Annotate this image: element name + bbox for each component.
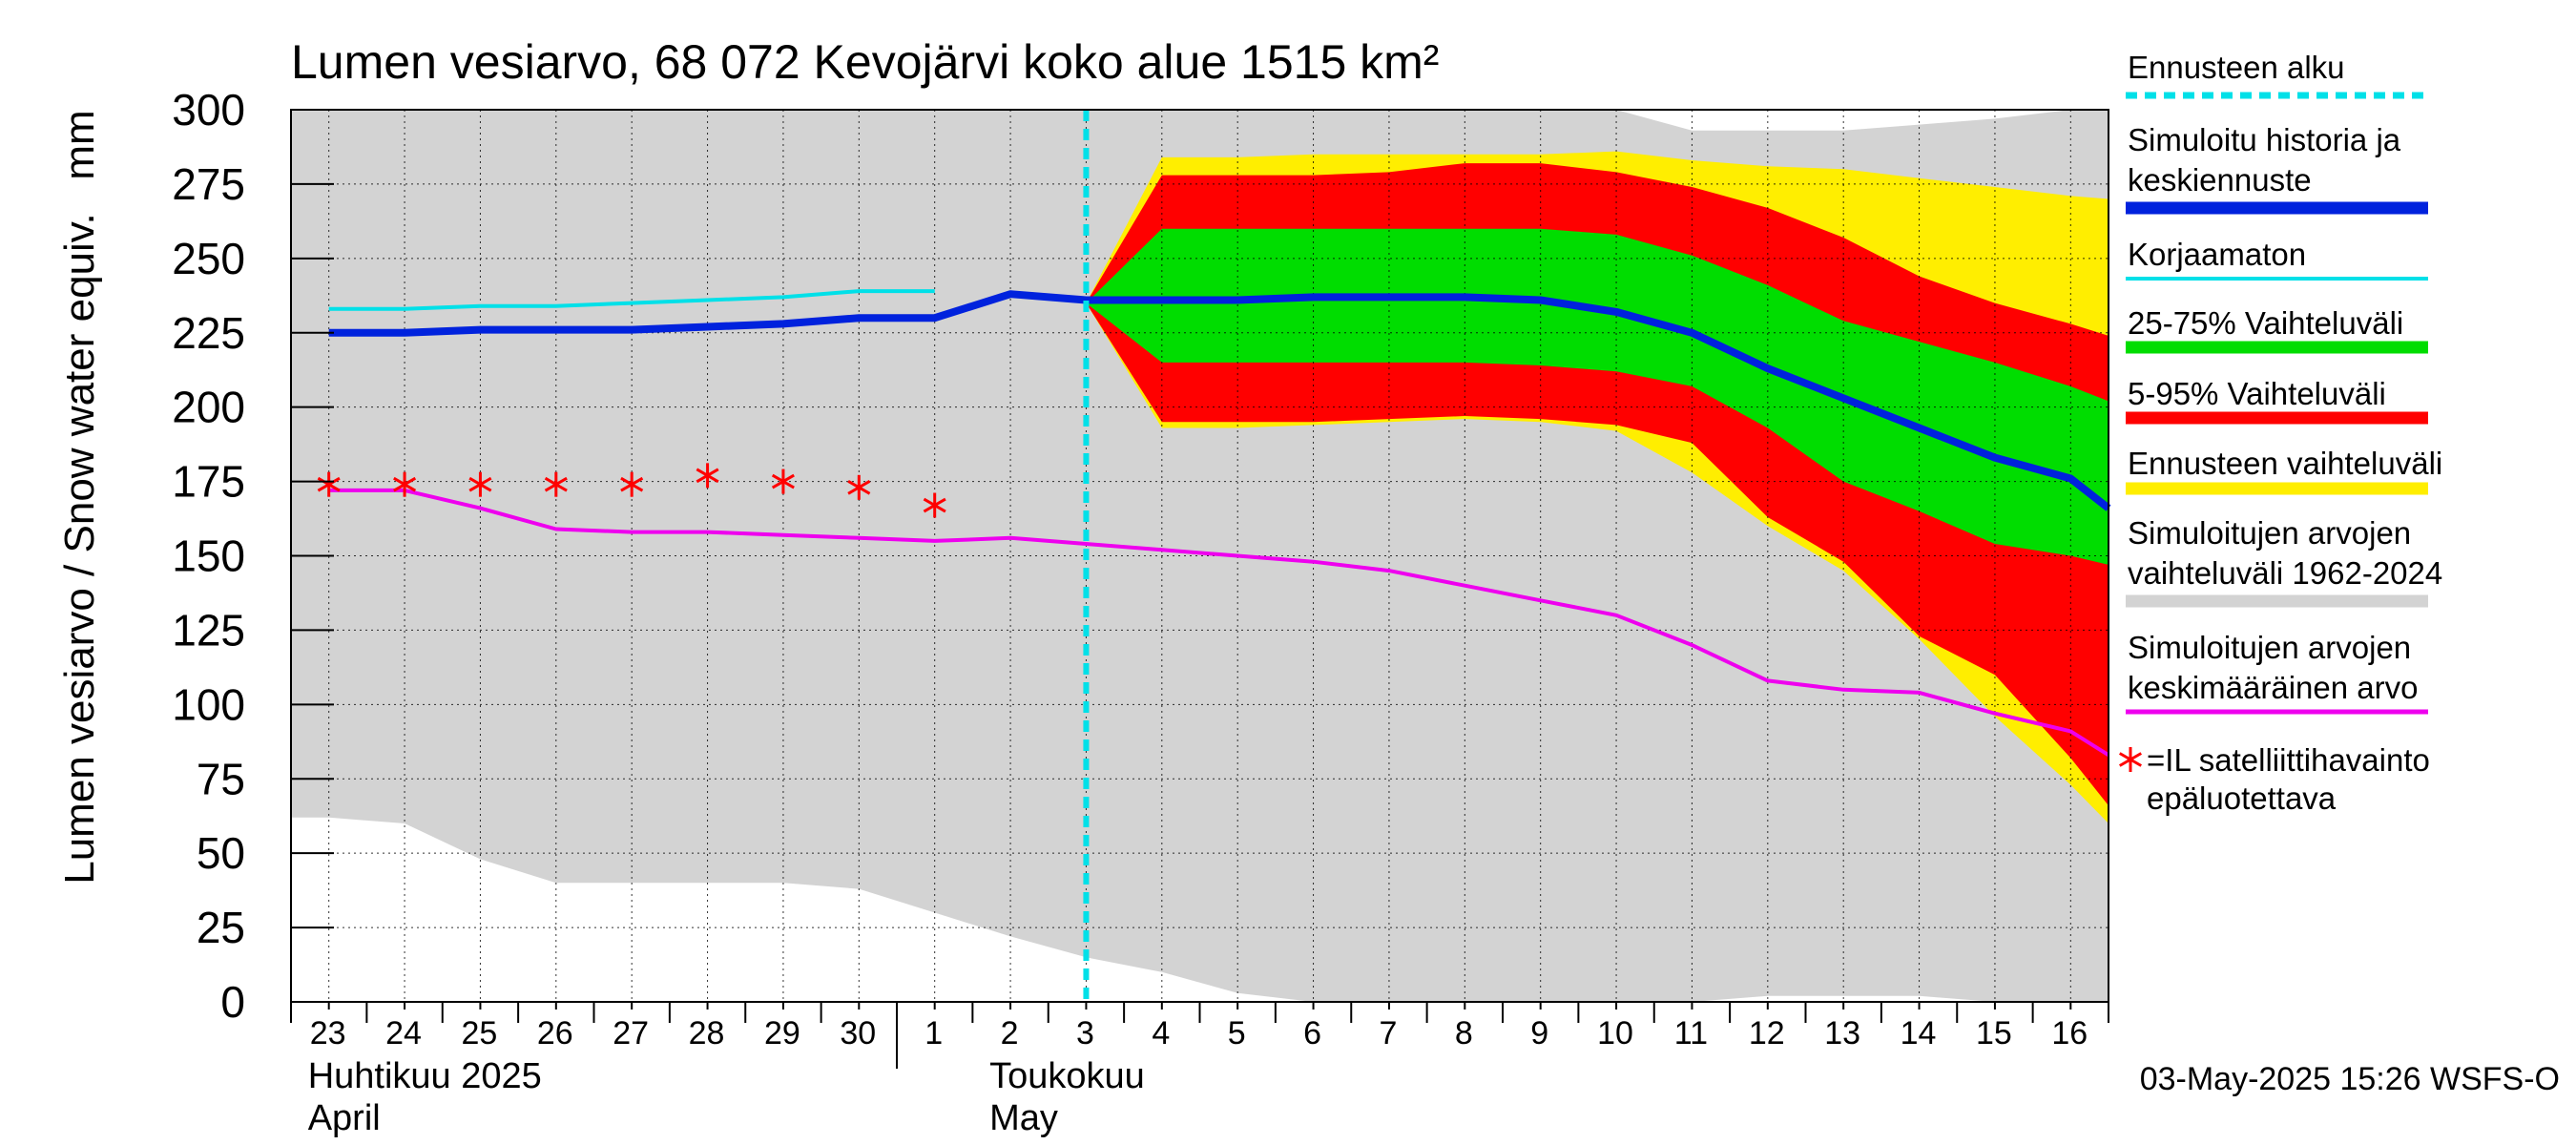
legend-label: 25-75% Vaihteluväli bbox=[2128, 305, 2403, 341]
x-tick-label: 5 bbox=[1228, 1015, 1246, 1051]
x-tick-label: 13 bbox=[1824, 1015, 1860, 1051]
y-tick-label: 25 bbox=[197, 903, 245, 952]
y-axis: 0 25 50 75 100 125 150 175 200 225 250 275 300 bbox=[172, 85, 334, 1027]
month-label: Huhtikuu 2025 bbox=[308, 1056, 542, 1096]
legend-label: Ennusteen vaihteluväli bbox=[2128, 446, 2442, 481]
line-simuloitujen-arvojen-keskim-r-inen-arvo bbox=[328, 488, 2110, 757]
star-marker bbox=[620, 471, 644, 497]
y-tick-label: 250 bbox=[172, 234, 245, 283]
x-tick-label: 8 bbox=[1455, 1015, 1473, 1051]
star-stroke bbox=[696, 468, 719, 484]
legend-label: Simuloitu historia ja bbox=[2128, 122, 2401, 157]
star-stroke bbox=[544, 476, 568, 492]
x-tick-label: 4 bbox=[1152, 1015, 1170, 1051]
legend-label: Simuloitujen arvojen bbox=[2128, 630, 2411, 665]
month-label: April bbox=[308, 1098, 381, 1138]
line-simuloitu-historia-ja-keskiennuste bbox=[328, 290, 2111, 511]
legend-label: 5-95% Vaihteluväli bbox=[2128, 376, 2386, 411]
legend-item-5-95-vaihteluv-li: 5-95% Vaihteluväli bbox=[2126, 376, 2428, 425]
legend-item-simuloitujen-arvojen-vaihteluv-li-1962-2024: Simuloitujen arvojen vaihteluväli 1962-20… bbox=[2126, 515, 2442, 608]
x-tick-label: 15 bbox=[1976, 1015, 2012, 1051]
x-tick-label: 11 bbox=[1674, 1015, 1708, 1051]
y-tick-label: 175 bbox=[172, 457, 245, 507]
legend-label: vaihteluväli 1962-2024 bbox=[2128, 555, 2442, 591]
y-tick-label: 0 bbox=[220, 977, 245, 1027]
legend-item-simuloitu-historia-ja-keskiennuste: Simuloitu historia ja keskiennuste bbox=[2126, 122, 2428, 215]
x-tick-label: 6 bbox=[1303, 1015, 1321, 1051]
star-stroke bbox=[847, 480, 871, 495]
legend-item-korjaamaton: Korjaamaton bbox=[2126, 237, 2428, 281]
y-axis-unit: mm bbox=[56, 110, 103, 179]
legend-item-simuloitujen-arvojen-keskim-r-inen-arvo: Simuloitujen arvojen keskimääräinen arvo bbox=[2126, 630, 2428, 715]
line-korjaamaton bbox=[328, 289, 935, 311]
y-axis-label: Lumen vesiarvo / Snow water equiv. bbox=[56, 213, 103, 885]
star-stroke bbox=[468, 476, 492, 492]
x-tick-label: 23 bbox=[310, 1015, 346, 1051]
star-marker bbox=[393, 471, 417, 497]
legend-label: keskimääräinen arvo bbox=[2128, 670, 2418, 705]
x-tick-label: 14 bbox=[1901, 1015, 1937, 1051]
star-stroke bbox=[923, 497, 946, 513]
star-marker bbox=[696, 463, 719, 489]
legend-label: =IL satelliittihavainto bbox=[2147, 742, 2430, 778]
y-tick-label: 75 bbox=[197, 754, 245, 803]
month-label: Toukokuu bbox=[989, 1056, 1145, 1096]
star-marker bbox=[317, 471, 341, 497]
x-tick-label: 3 bbox=[1076, 1015, 1094, 1051]
x-tick-label: 30 bbox=[840, 1015, 876, 1051]
legend-item-ennusteen-alku: Ennusteen alku bbox=[2126, 50, 2428, 99]
legend-label: keskiennuste bbox=[2128, 162, 2312, 198]
y-tick-label: 100 bbox=[172, 679, 245, 729]
x-tick-label: 1 bbox=[924, 1015, 943, 1051]
y-tick-label: 125 bbox=[172, 605, 245, 655]
month-label: May bbox=[989, 1098, 1058, 1138]
line-layer bbox=[328, 110, 2111, 1002]
legend-item-ennusteen-vaihteluv-li: Ennusteen vaihteluväli bbox=[2126, 446, 2442, 495]
x-tick-label: 25 bbox=[462, 1015, 498, 1051]
band-layer bbox=[291, 110, 2109, 1002]
star-stroke bbox=[317, 476, 341, 492]
legend-label: Korjaamaton bbox=[2128, 237, 2306, 272]
chart-title: Lumen vesiarvo, 68 072 Kevojärvi koko al… bbox=[291, 35, 1439, 89]
star-stroke bbox=[620, 476, 644, 492]
x-tick-label: 24 bbox=[385, 1015, 422, 1051]
star-marker bbox=[771, 468, 795, 494]
timestamp: 03-May-2025 15:26 WSFS-O bbox=[2140, 1061, 2560, 1097]
x-tick-label: 16 bbox=[2051, 1015, 2088, 1051]
legend-label: Ennusteen alku bbox=[2128, 50, 2345, 85]
x-tick-label: 27 bbox=[613, 1015, 649, 1051]
star-marker bbox=[847, 474, 871, 500]
legend-star-stroke bbox=[2118, 752, 2143, 767]
legend-label: epäluotettava bbox=[2147, 781, 2337, 816]
y-tick-label: 300 bbox=[172, 85, 245, 135]
legend-label: Simuloitujen arvojen bbox=[2128, 515, 2411, 551]
x-tick-label: 28 bbox=[689, 1015, 725, 1051]
x-tick-label: 12 bbox=[1749, 1015, 1785, 1051]
marker-layer bbox=[317, 463, 946, 518]
x-tick-label: 2 bbox=[1001, 1015, 1019, 1051]
y-tick-label: 50 bbox=[197, 828, 245, 878]
y-tick-label: 200 bbox=[172, 383, 245, 432]
x-tick-label: 29 bbox=[764, 1015, 800, 1051]
star-marker bbox=[923, 492, 946, 518]
star-stroke bbox=[393, 476, 417, 492]
y-tick-label: 150 bbox=[172, 531, 245, 581]
y-tick-label: 225 bbox=[172, 308, 245, 358]
legend: Ennusteen alku Simuloitu historia ja keski… bbox=[2118, 50, 2442, 816]
band-25-75-vaihteluv-li bbox=[1086, 228, 2109, 565]
star-marker bbox=[544, 471, 568, 497]
x-axis: 23 24 25 26 27 28 29 30 1 2 3 4 5 6 7 8 9 10 11 12 13 14 15 16H… bbox=[290, 1002, 2109, 1138]
x-tick-label: 10 bbox=[1597, 1015, 1633, 1051]
x-tick-label: 9 bbox=[1530, 1015, 1548, 1051]
star-marker bbox=[468, 471, 492, 497]
legend-item-25-75-vaihteluv-li: 25-75% Vaihteluväli bbox=[2126, 305, 2428, 354]
star-stroke bbox=[771, 473, 795, 489]
y-tick-label: 275 bbox=[172, 159, 245, 209]
x-tick-label: 26 bbox=[537, 1015, 573, 1051]
x-tick-label: 7 bbox=[1379, 1015, 1397, 1051]
